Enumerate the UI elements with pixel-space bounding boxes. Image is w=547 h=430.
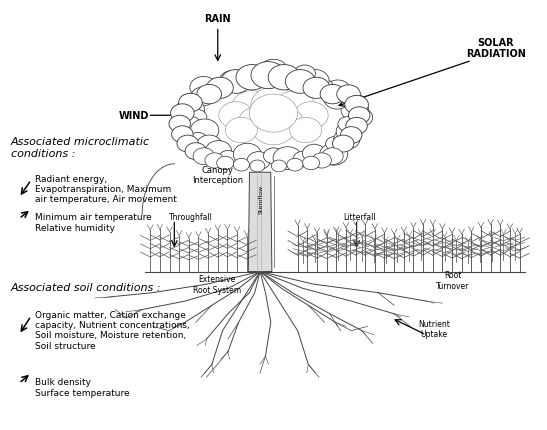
Circle shape: [190, 120, 219, 142]
Circle shape: [293, 152, 313, 168]
Circle shape: [341, 100, 369, 122]
Circle shape: [250, 161, 265, 172]
Circle shape: [325, 137, 344, 152]
Circle shape: [271, 161, 287, 172]
Circle shape: [251, 88, 296, 123]
Circle shape: [325, 81, 350, 100]
Circle shape: [336, 122, 362, 142]
Circle shape: [337, 86, 360, 104]
Circle shape: [172, 126, 193, 143]
Circle shape: [333, 136, 354, 153]
Circle shape: [205, 154, 224, 169]
Circle shape: [338, 117, 357, 132]
Circle shape: [312, 154, 331, 169]
Text: Stemflow: Stemflow: [258, 184, 263, 214]
Circle shape: [219, 71, 246, 92]
Circle shape: [216, 81, 234, 95]
Circle shape: [186, 110, 207, 126]
Circle shape: [324, 89, 351, 110]
Text: WIND: WIND: [119, 111, 149, 121]
Circle shape: [287, 159, 303, 172]
Circle shape: [259, 60, 288, 83]
Text: Canopy
Interception: Canopy Interception: [191, 165, 243, 184]
Circle shape: [205, 141, 231, 162]
Text: Associated soil conditions :: Associated soil conditions :: [11, 283, 161, 292]
Text: SOLAR
RADIATION: SOLAR RADIATION: [466, 38, 526, 59]
Circle shape: [264, 148, 283, 164]
Circle shape: [348, 108, 370, 124]
Circle shape: [320, 144, 348, 166]
Circle shape: [196, 136, 222, 156]
Circle shape: [251, 62, 286, 89]
Circle shape: [185, 143, 206, 160]
Circle shape: [345, 96, 368, 115]
Circle shape: [303, 78, 330, 99]
Circle shape: [349, 109, 373, 127]
Circle shape: [294, 66, 316, 83]
Circle shape: [340, 127, 362, 144]
Circle shape: [233, 159, 249, 172]
Circle shape: [334, 129, 360, 150]
Text: Throughfall: Throughfall: [168, 212, 212, 221]
Circle shape: [189, 133, 207, 148]
Circle shape: [348, 95, 366, 110]
Circle shape: [176, 99, 205, 122]
Circle shape: [249, 95, 298, 133]
Circle shape: [286, 71, 315, 94]
Text: Associated microclimatic
conditions :: Associated microclimatic conditions :: [11, 137, 150, 159]
Circle shape: [277, 69, 298, 86]
Circle shape: [294, 102, 328, 129]
Circle shape: [273, 147, 302, 170]
Circle shape: [171, 104, 194, 123]
Circle shape: [236, 65, 268, 91]
Circle shape: [251, 71, 270, 86]
Circle shape: [275, 92, 315, 123]
Circle shape: [289, 118, 322, 143]
Circle shape: [300, 70, 329, 93]
Circle shape: [252, 112, 295, 145]
Text: Organic matter, Cation exchange
capacity, Nutrient concentrations,
Soil moisture: Organic matter, Cation exchange capacity…: [35, 310, 190, 350]
Circle shape: [191, 88, 215, 107]
Circle shape: [320, 85, 345, 104]
Text: Extensive
Root System: Extensive Root System: [193, 275, 241, 294]
Circle shape: [219, 102, 253, 129]
Circle shape: [217, 157, 234, 170]
Polygon shape: [248, 173, 272, 272]
Circle shape: [247, 152, 270, 170]
Text: Litterfall: Litterfall: [343, 212, 376, 221]
Circle shape: [268, 65, 300, 91]
Circle shape: [315, 80, 333, 95]
Text: Nutrient
Uptake: Nutrient Uptake: [418, 319, 450, 338]
Circle shape: [322, 148, 343, 165]
Circle shape: [219, 151, 237, 166]
Circle shape: [232, 92, 272, 123]
Circle shape: [193, 148, 214, 165]
Circle shape: [302, 157, 319, 170]
Circle shape: [234, 70, 258, 89]
Circle shape: [238, 108, 276, 137]
Ellipse shape: [174, 63, 373, 173]
Circle shape: [302, 145, 325, 163]
Text: Radiant energy,
Evapotranspiration, Maximum
air temperature, Air movement: Radiant energy, Evapotranspiration, Maxi…: [35, 174, 177, 204]
Circle shape: [225, 118, 258, 143]
Text: Minimum air temperature
Relative humidity: Minimum air temperature Relative humidit…: [35, 213, 152, 232]
Circle shape: [179, 95, 199, 110]
Circle shape: [197, 85, 222, 104]
Text: Bulk density
Surface temperature: Bulk density Surface temperature: [35, 377, 130, 396]
Circle shape: [179, 117, 201, 134]
Circle shape: [265, 108, 303, 137]
Circle shape: [177, 136, 199, 153]
Circle shape: [221, 71, 251, 94]
Text: Root
Turnover: Root Turnover: [437, 270, 470, 290]
Circle shape: [346, 118, 368, 135]
Circle shape: [179, 94, 202, 113]
Text: RAIN: RAIN: [204, 14, 230, 24]
Circle shape: [190, 77, 217, 99]
Circle shape: [233, 144, 261, 166]
Circle shape: [169, 116, 190, 133]
Circle shape: [206, 78, 233, 99]
